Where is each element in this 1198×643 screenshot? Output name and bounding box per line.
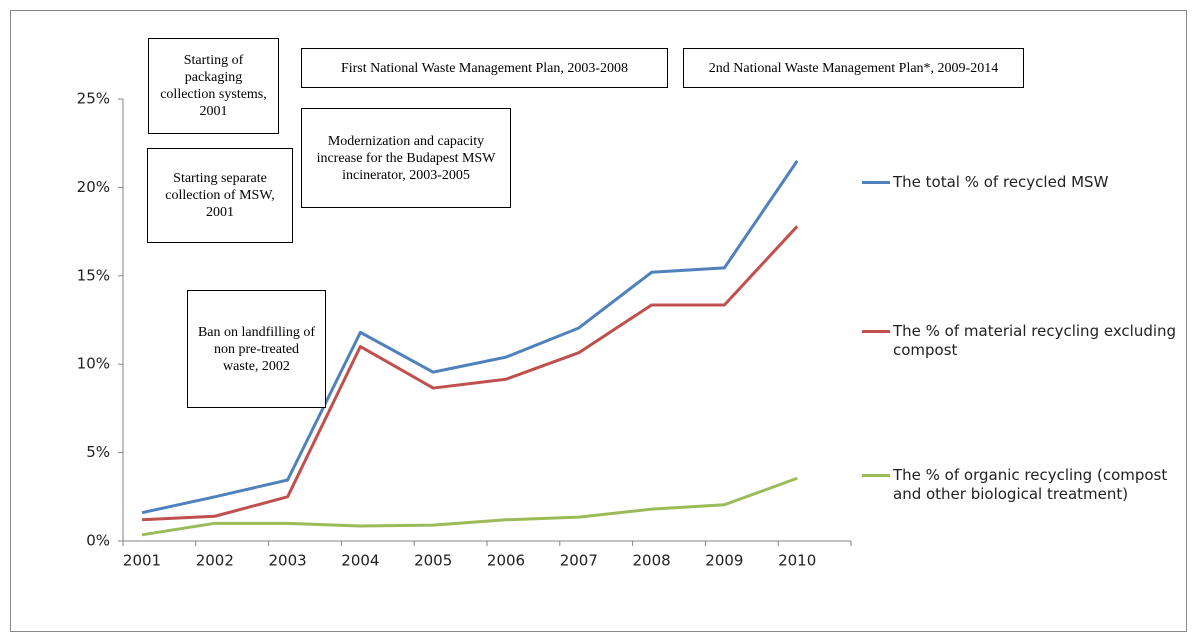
- x-tick-label: 2003: [269, 552, 307, 570]
- x-tick-label: 2009: [705, 552, 743, 570]
- legend-label: The total % of recycled MSW: [893, 173, 1109, 191]
- legend-label: The % of material recycling excluding co…: [893, 322, 1177, 359]
- legend-swatch: [862, 474, 890, 477]
- x-tick-label: 2002: [196, 552, 234, 570]
- annotation-box: Starting of packaging collection systems…: [148, 38, 279, 134]
- x-tick-label: 2010: [778, 552, 816, 570]
- legend-swatch: [862, 330, 890, 333]
- x-tick-label: 2006: [487, 552, 525, 570]
- series-line: [141, 476, 798, 537]
- y-tick-label: 15%: [77, 266, 110, 284]
- x-tick-label: 2007: [560, 552, 598, 570]
- annotation-box: Ban on landfilling of non pre-treated wa…: [187, 290, 326, 408]
- y-tick-label: 10%: [77, 355, 110, 373]
- x-tick-label: 2004: [341, 552, 379, 570]
- legend-label: The % of organic recycling (compost and …: [893, 466, 1168, 503]
- y-tick-label: 5%: [86, 443, 110, 461]
- chart-frame: [10, 10, 1187, 632]
- annotation-box: Starting separate collection of MSW, 200…: [147, 148, 293, 243]
- series-line: [141, 160, 799, 515]
- x-tick-label: 2008: [633, 552, 671, 570]
- y-tick-label: 0%: [86, 532, 110, 550]
- x-tick-label: 2005: [414, 552, 452, 570]
- series-line: [141, 225, 799, 522]
- y-tick-label: 25%: [77, 90, 110, 108]
- annotation-box: 2nd National Waste Management Plan*, 200…: [683, 48, 1024, 88]
- x-tick-label: 2001: [123, 552, 161, 570]
- annotation-box: Modernization and capacity increase for …: [301, 108, 511, 208]
- annotation-box: First National Waste Management Plan, 20…: [301, 48, 668, 88]
- legend-swatch: [862, 181, 890, 184]
- y-tick-label: 20%: [77, 178, 110, 196]
